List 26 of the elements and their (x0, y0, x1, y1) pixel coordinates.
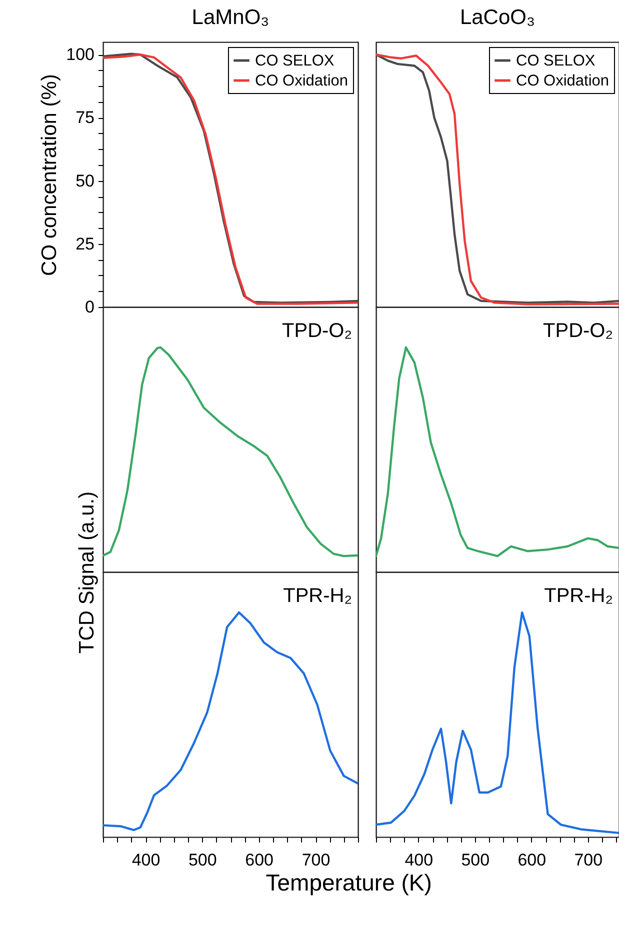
text: TPD-O₂ (282, 320, 352, 342)
legend-label: CO Oxidation (255, 72, 348, 90)
y-tick-label: 50 (76, 171, 94, 190)
x-tick-label: 700 (574, 850, 603, 870)
text: TPD-O₂ (543, 320, 613, 342)
text: TPR-H₂ (283, 585, 352, 607)
y-tick-label: 25 (76, 234, 94, 254)
y-tick-label: 75 (76, 108, 94, 128)
x-tick-label: 400 (132, 850, 160, 870)
legend-label: CO Oxidation (516, 72, 610, 90)
x-tick-label: 600 (245, 850, 274, 870)
text: TPR-H₂ (544, 585, 613, 607)
y-tick-label: 100 (66, 45, 94, 64)
x-tick-label: 400 (404, 850, 434, 870)
legend-label: CO SELOX (255, 52, 335, 70)
chart-title: LaMnO₃ (192, 6, 270, 29)
y-axis-title: TCD Signal (a.u.) (76, 491, 98, 654)
x-tick-label: 700 (302, 850, 330, 870)
x-axis-title: Temperature (K) (266, 870, 432, 896)
y-tick-label: 0 (85, 298, 94, 316)
x-tick-label: 500 (188, 850, 217, 870)
x-tick-label: 500 (461, 850, 490, 870)
legend-label: CO SELOX (516, 52, 596, 70)
y-axis-title: CO concentration (%) (38, 74, 62, 276)
chart-title: LaCoO₃ (460, 6, 536, 29)
x-tick-label: 600 (518, 850, 546, 870)
